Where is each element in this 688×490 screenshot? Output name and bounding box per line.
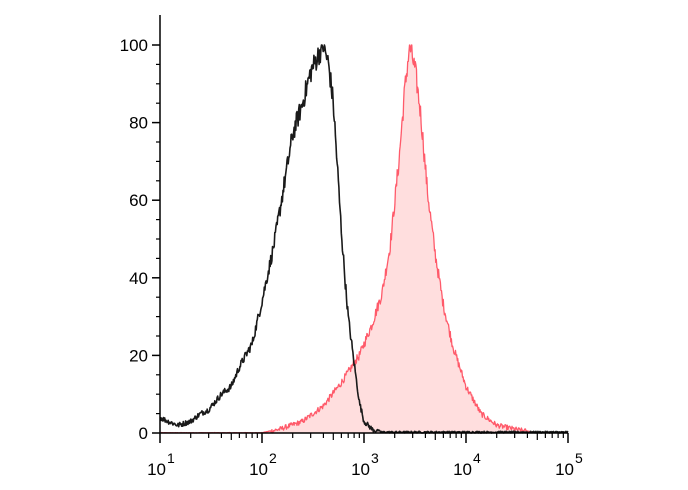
y-tick-label: 60: [129, 191, 148, 210]
plot-area: [159, 44, 569, 434]
series-line-0: [159, 44, 569, 434]
y-tick-label: 80: [129, 114, 148, 133]
x-tick-label-base: 10: [453, 460, 472, 479]
series-fill-1: [160, 45, 568, 433]
x-tick-label-exp: 4: [473, 450, 481, 466]
x-tick-label-base: 10: [351, 460, 370, 479]
x-tick-label-base: 10: [555, 460, 574, 479]
x-tick-label-base: 10: [147, 460, 166, 479]
y-tick-label: 40: [129, 269, 148, 288]
y-tick-label: 20: [129, 346, 148, 365]
y-tick-label: 0: [139, 424, 148, 443]
x-tick-label-exp: 3: [371, 450, 379, 466]
x-tick-label-base: 10: [249, 460, 268, 479]
x-tick-label-exp: 5: [575, 450, 583, 466]
x-tick-label-exp: 2: [269, 450, 277, 466]
x-tick-label-exp: 1: [167, 450, 175, 466]
y-tick-label: 100: [120, 36, 148, 55]
